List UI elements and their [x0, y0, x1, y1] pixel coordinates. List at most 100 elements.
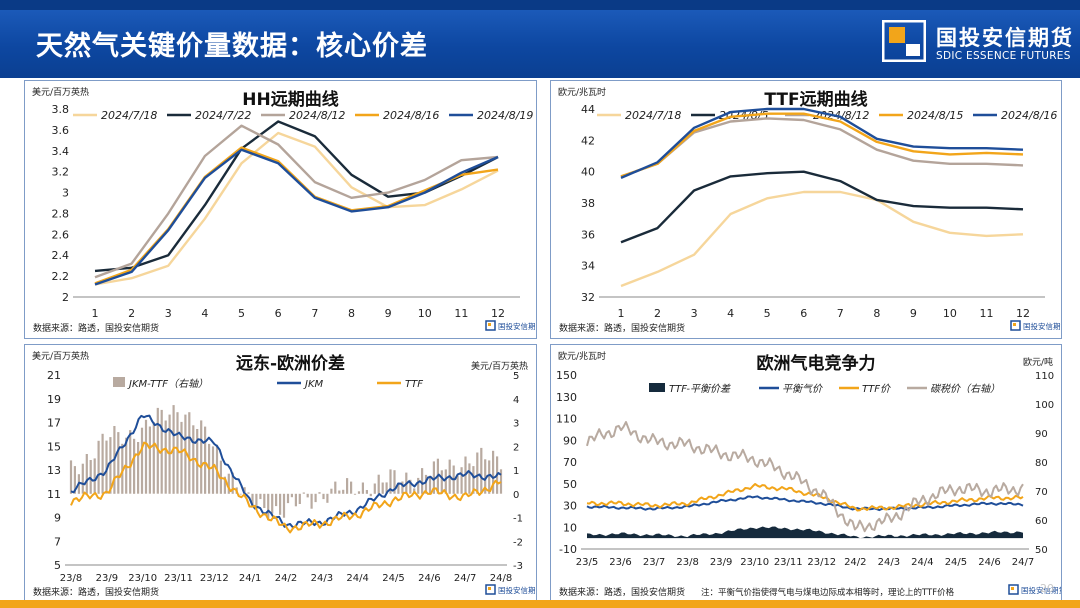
gaspower-x-tick-label: 23/9 — [710, 557, 732, 568]
chart-panel-gas-power: 欧洲气电竞争力 欧元/兆瓦时 数据来源：路透，国投安信期货 -10 10 30 50 70 90… — [550, 344, 1062, 602]
chart-panel-hh: HH远期曲线 美元/百万英热 数据来源：路透，国投安信期货 2 2.2 2.4 2.6 2.8… — [24, 80, 537, 339]
gaspower-series-line — [586, 495, 1024, 512]
spread-bar — [164, 420, 167, 494]
sdic-logo-icon — [882, 20, 926, 62]
spread-x-tick-label: 23/9 — [96, 573, 118, 584]
hh-y-tick-label: 2 — [62, 291, 69, 304]
spread-bar — [377, 474, 380, 494]
gaspower-y-tick-label: -10 — [559, 543, 577, 556]
far-east-europe-spread-chart: 远东-欧洲价差美元/百万英热数据来源：路透，国投安信期货579111315171… — [32, 350, 536, 598]
hh-legend-label: 2024/8/16 — [383, 109, 439, 122]
ttf-x-tick-label: 7 — [837, 307, 844, 320]
ttf-y-tick-label: 32 — [581, 291, 595, 304]
spread-x-tick-label: 24/7 — [454, 573, 476, 584]
spread-bar — [239, 493, 242, 495]
gaspower-x-tick-label: 24/6 — [978, 557, 1000, 568]
spread-bar — [385, 482, 388, 494]
spread-y-tick-label: 9 — [54, 512, 61, 525]
hh-y-tick-label: 3.2 — [52, 166, 70, 179]
spread-bar — [93, 458, 96, 494]
spread-bar — [231, 472, 234, 494]
spread-bar — [290, 493, 293, 498]
spread-bar — [480, 447, 483, 494]
spread-legend-label: JKM — [303, 379, 324, 390]
spread-y-tick-label: 15 — [47, 440, 61, 453]
spread-bar — [417, 477, 420, 494]
gaspower-x-tick-label: 23/5 — [576, 557, 598, 568]
hh-series-line — [94, 120, 499, 273]
spread-bar — [282, 493, 286, 518]
ttf-forward-curve-chart: TTF远期曲线欧元/兆瓦时数据来源：路透，国投安信期货3234363840424… — [558, 86, 1061, 334]
spread-y-tick-label: 19 — [47, 393, 61, 406]
spread-bar — [492, 450, 495, 494]
spread-bar — [105, 440, 108, 494]
spread-bar — [275, 493, 278, 507]
spread-x-tick-label: 24/2 — [275, 573, 297, 584]
spread-x-tick-label: 24/3 — [311, 573, 333, 584]
hh-legend-label: 2024/8/12 — [289, 109, 345, 122]
gaspower-x-tick-label: 24/3 — [878, 557, 900, 568]
gaspower-y-right-tick-label: 70 — [1035, 487, 1048, 498]
spread-bar — [357, 491, 361, 494]
hh-y-tick-label: 3.8 — [52, 103, 70, 116]
spread-bar — [306, 493, 309, 498]
spread-y-tick-label: 7 — [54, 535, 61, 548]
gaspower-legend-label: TTF价 — [862, 383, 891, 395]
spread-x-tick-label: 23/10 — [128, 573, 157, 584]
spread-x-tick-label: 24/5 — [382, 573, 404, 584]
spread-bar — [389, 469, 392, 494]
gaspower-y-right-axis-label: 欧元/吨 — [1023, 356, 1053, 368]
spread-bar — [397, 483, 400, 494]
spread-bar — [133, 438, 136, 494]
gaspower-x-tick-label: 24/2 — [844, 557, 866, 568]
hh-logo-text: 国投安信期货 — [498, 321, 536, 331]
spread-bar — [421, 468, 424, 494]
spread-bar — [460, 467, 463, 494]
spread-bar — [69, 460, 73, 494]
spread-legend-swatch — [113, 377, 125, 387]
spread-bar — [109, 437, 112, 494]
hh-series-line — [94, 124, 499, 279]
spread-bar — [140, 427, 144, 494]
spread-bar — [243, 487, 246, 494]
spread-y-right-tick-label: 5 — [513, 371, 519, 382]
spread-x-tick-label: 23/11 — [164, 573, 193, 584]
gaspower-logo-square-icon — [1011, 587, 1014, 590]
ttf-x-tick-label: 4 — [727, 307, 734, 320]
spread-y-tick-label: 13 — [47, 464, 61, 477]
hh-x-tick-label: 5 — [238, 307, 245, 320]
spread-bar — [401, 481, 404, 494]
spread-bar — [346, 478, 349, 494]
spread-bar — [129, 430, 132, 494]
ttf-logo-text: 国投安信期货 — [1023, 321, 1061, 331]
spread-x-tick-label: 24/1 — [239, 573, 261, 584]
gaspower-y-tick-label: 150 — [556, 369, 577, 382]
spread-legend-label: TTF — [405, 379, 423, 390]
gaspower-y-right-tick-label: 50 — [1035, 545, 1048, 556]
spread-y-tick-label: 17 — [47, 417, 61, 430]
spread-y-right-tick-label: 3 — [513, 419, 519, 430]
header-top-strip — [0, 0, 1080, 10]
gaspower-series-line — [586, 421, 1024, 533]
spread-bar — [73, 466, 76, 494]
ttf-logo-square-icon — [1013, 323, 1016, 326]
gaspower-y-tick-label: 110 — [556, 413, 577, 426]
spread-bar — [314, 493, 317, 503]
spread-y-right-tick-label: 2 — [513, 442, 519, 453]
ttf-legend-label: 2024/8/16 — [1001, 109, 1057, 122]
gaspower-x-tick-label: 23/8 — [676, 557, 698, 568]
spread-bar — [361, 482, 364, 494]
gaspower-y-tick-label: 70 — [563, 456, 577, 469]
spread-bar — [176, 412, 179, 494]
hh-x-tick-label: 2 — [128, 307, 135, 320]
ttf-x-tick-label: 10 — [943, 307, 957, 320]
ttf-x-tick-label: 3 — [691, 307, 698, 320]
ttf-chart-title: TTF远期曲线 — [764, 89, 867, 110]
spread-series-line — [70, 441, 502, 534]
spread-bar — [302, 492, 305, 494]
spread-bar — [101, 433, 104, 494]
gaspower-x-tick-label: 24/7 — [1012, 557, 1034, 568]
spread-bar — [330, 488, 333, 494]
hh-x-tick-label: 10 — [418, 307, 432, 320]
ttf-x-tick-label: 2 — [654, 307, 661, 320]
